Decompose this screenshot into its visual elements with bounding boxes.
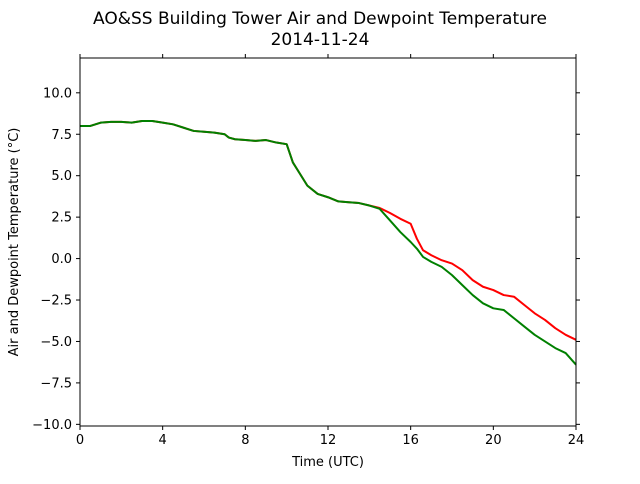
series-line-air	[80, 119, 577, 341]
plot-area	[80, 119, 577, 366]
x-tick-label: 12	[320, 433, 337, 448]
y-tick-label: −2.5	[40, 294, 72, 309]
axes: 0 4 8 12 16 20 24 −10.0 −7.5 −5.0 −2.5 0.0 2.5 5.0 7.5…	[32, 54, 584, 448]
y-tick-label: −5.0	[40, 335, 72, 350]
y-tick-label: 5.0	[51, 169, 72, 184]
x-tick-label: 20	[485, 433, 502, 448]
y-tick-label: 10.0	[43, 86, 72, 101]
y-tick-label: −10.0	[32, 418, 72, 433]
y-tick-label: −7.5	[40, 376, 72, 391]
x-tick-label: 0	[76, 433, 84, 448]
plot-frame	[79, 57, 577, 427]
chart-title: AO&SS Building Tower Air and Dewpoint Te…	[93, 9, 547, 29]
x-tick-label: 24	[568, 433, 585, 448]
y-tick-label: 0.0	[51, 252, 72, 267]
y-tick-label: 2.5	[51, 211, 72, 226]
series-line-dewpoint	[80, 119, 577, 366]
x-tick-label: 4	[159, 433, 167, 448]
x-axis-label: Time (UTC)	[291, 455, 364, 470]
chart-subtitle: 2014-11-24	[271, 30, 370, 50]
y-tick-label: 7.5	[51, 128, 72, 143]
x-tick-label: 8	[241, 433, 249, 448]
x-tick-label: 16	[402, 433, 419, 448]
y-axis-label: Air and Dewpoint Temperature (°C)	[7, 128, 22, 357]
